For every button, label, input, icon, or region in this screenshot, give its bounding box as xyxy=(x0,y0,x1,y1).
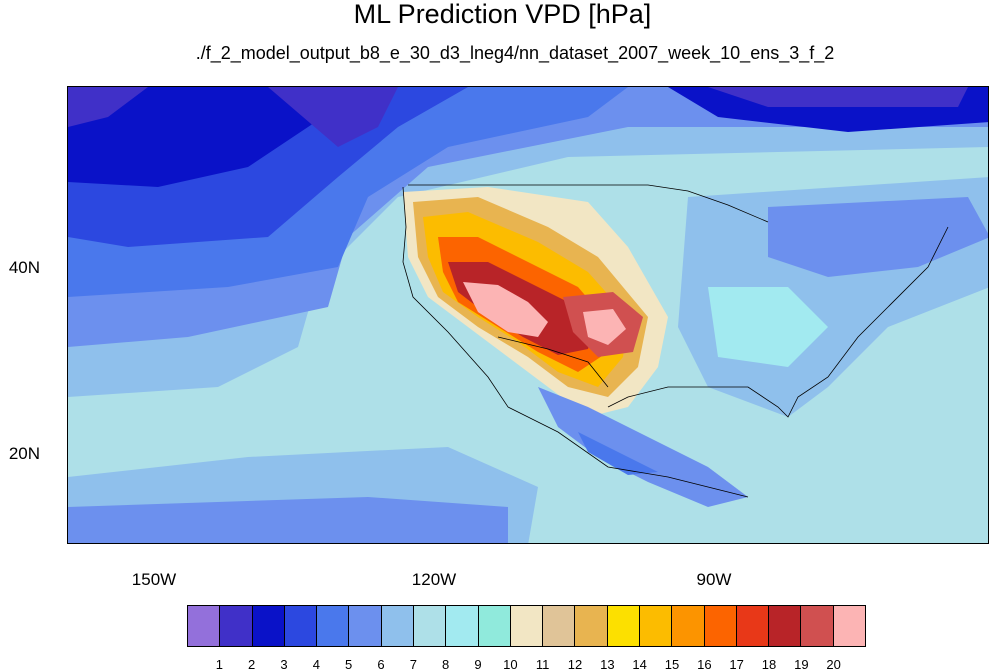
colorbar-box xyxy=(639,606,673,646)
colorbar-label: 1 xyxy=(215,657,223,672)
colorbar-box xyxy=(446,606,479,646)
lon-label-120w: 120W xyxy=(411,570,457,589)
field-band-1b xyxy=(268,87,398,147)
colorbar-label: 10 xyxy=(503,657,518,672)
colorbar-label: 9 xyxy=(474,657,482,672)
colorbar-label: 7 xyxy=(409,657,417,672)
colorbar-label: 13 xyxy=(600,657,615,672)
field-band-ne2 xyxy=(708,87,968,107)
colorbar-label: 20 xyxy=(826,657,841,672)
colorbar-box xyxy=(284,606,318,646)
colorbar-label: 18 xyxy=(761,657,777,672)
colorbar-box xyxy=(769,606,802,646)
colorbar-label: 12 xyxy=(567,657,583,672)
colorbar-box xyxy=(188,606,221,646)
lon-label-150w: 150W xyxy=(131,570,177,589)
border-canada xyxy=(408,184,769,223)
colorbar-label: 11 xyxy=(535,657,550,672)
colorbar-label: 6 xyxy=(377,657,385,672)
field-band-1 xyxy=(68,87,148,127)
map-subtitle: ./f_2_model_output_b8_e_30_d3_lneg4/nn_d… xyxy=(195,43,835,63)
colorbar-box xyxy=(833,606,865,646)
colorbar-label: 5 xyxy=(345,657,353,672)
east-band-3 xyxy=(708,287,828,367)
colorbar-box xyxy=(704,606,737,646)
vpd-field xyxy=(68,87,988,543)
colorbar-label: 2 xyxy=(248,657,256,672)
dry-region-20 xyxy=(463,282,548,337)
colorbar-box xyxy=(672,606,705,646)
mexico-band xyxy=(538,387,748,507)
lat-label-40n: 40N xyxy=(8,258,40,277)
field-band-south2 xyxy=(68,497,508,543)
colorbar-label: 19 xyxy=(794,657,809,672)
colorbar-box xyxy=(607,606,640,646)
colorbar-box xyxy=(801,606,834,646)
coastline-west xyxy=(402,186,749,498)
colorbar-box xyxy=(736,606,770,646)
colorbar-box xyxy=(381,606,414,646)
colorbar-box xyxy=(543,606,576,646)
colorbar-label: 3 xyxy=(280,657,288,672)
lon-label-90w: 90W xyxy=(696,570,732,589)
colorbar-label: 15 xyxy=(664,657,680,672)
lat-label-20n: 20N xyxy=(8,444,40,463)
colorbar-box xyxy=(510,606,544,646)
colorbar xyxy=(187,605,866,647)
colorbar-box xyxy=(575,606,608,646)
colorbar-box xyxy=(317,606,350,646)
colorbar-label: 16 xyxy=(697,657,712,672)
border-mexico xyxy=(497,336,609,388)
colorbar-box xyxy=(252,606,285,646)
dry-region-texas-core xyxy=(583,309,626,345)
colorbar-label: 14 xyxy=(632,657,647,672)
colorbar-label: 8 xyxy=(442,657,450,672)
colorbar-box xyxy=(220,606,253,646)
colorbar-label: 4 xyxy=(312,657,320,672)
colorbar-box xyxy=(413,606,447,646)
coastline-gulf-east xyxy=(607,226,949,418)
map-title: ML Prediction VPD [hPa] xyxy=(353,0,652,29)
colorbar-label: 17 xyxy=(729,657,744,672)
colorbar-box xyxy=(478,606,511,646)
colorbar-box xyxy=(349,606,382,646)
field-band-2 xyxy=(68,87,368,187)
mexico-band-2 xyxy=(578,432,658,475)
vpd-map-panel xyxy=(67,86,989,544)
